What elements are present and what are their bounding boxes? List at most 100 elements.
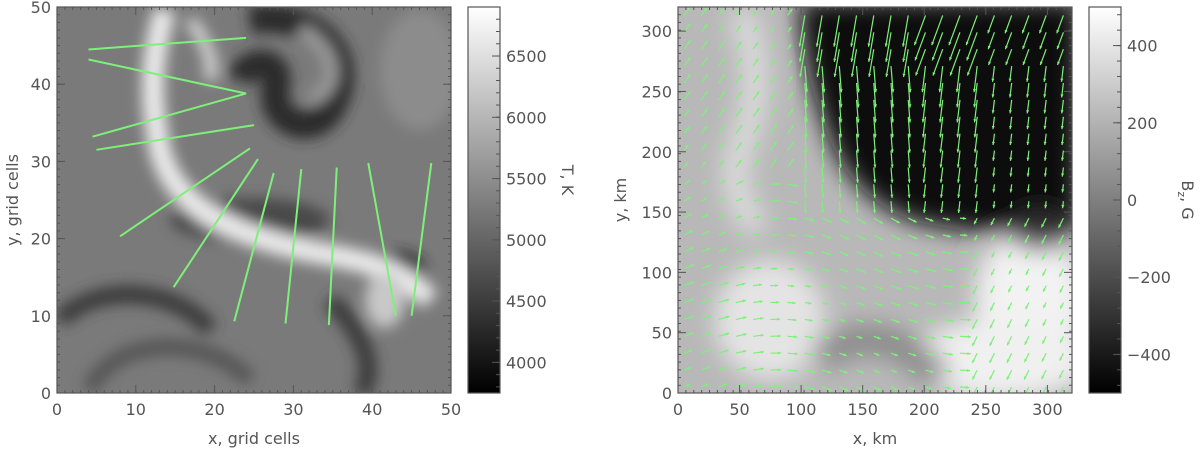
velocity-arrow-head [874, 89, 878, 93]
velocity-arrow-head [690, 315, 694, 319]
velocity-arrow-head [1060, 141, 1064, 146]
velocity-arrow [914, 32, 927, 61]
velocity-arrow-head [972, 342, 976, 347]
velocity-arrow [907, 66, 911, 93]
velocity-arrow-head [690, 247, 694, 251]
velocity-arrow-head [1007, 324, 1011, 328]
velocity-arrow-head [850, 43, 854, 47]
velocity-arrow-head [992, 189, 996, 193]
velocity-arrow-head [992, 204, 996, 209]
velocity-arrow [855, 82, 860, 108]
velocity-arrow [867, 15, 875, 47]
velocity-arrow-head [822, 119, 826, 123]
colorbar-tick-label: 4500 [506, 292, 547, 311]
velocity-arrow-head [760, 316, 764, 321]
velocity-arrow-head [721, 24, 725, 29]
velocity-arrow-head [776, 300, 780, 304]
velocity-arrow-head [1008, 94, 1012, 98]
velocity-arrow [956, 66, 961, 93]
velocity-arrow-head [738, 159, 742, 164]
velocity-arrow-head [1041, 240, 1045, 244]
velocity-arrow-head [723, 248, 728, 252]
velocity-arrow-head [973, 254, 977, 259]
velocity-arrow-head [794, 200, 798, 204]
velocity-arrow-head [938, 119, 942, 123]
velocity-arrow-head [1059, 289, 1063, 293]
velocity-arrow-head [687, 74, 691, 78]
velocity-arrow-head [908, 89, 912, 93]
velocity-arrow [1025, 386, 1030, 393]
velocity-arrow-head [821, 194, 825, 198]
velocity-arrow [974, 116, 978, 138]
velocity-arrow-head [760, 333, 764, 337]
velocity-arrow-head [1009, 204, 1013, 209]
velocity-arrow-head [686, 7, 691, 11]
velocity-arrow-head [1026, 157, 1030, 161]
velocity-arrow-head [912, 353, 917, 357]
velocity-arrow-head [687, 57, 691, 61]
velocity-arrow-head [1043, 304, 1047, 309]
velocity-arrow-head [932, 319, 936, 323]
velocity-arrow-head [839, 149, 843, 153]
velocity-arrow [804, 116, 808, 138]
velocity-arrow-head [775, 216, 779, 220]
velocity-arrow [804, 133, 807, 153]
velocity-arrow [816, 49, 823, 78]
velocity-arrow-head [907, 179, 911, 183]
velocity-arrow-head [879, 237, 884, 241]
velocity-arrow-head [950, 319, 954, 323]
velocity-arrow-head [687, 91, 691, 96]
velocity-arrow-head [703, 143, 707, 148]
colorbar-tick-label: 4000 [506, 353, 547, 372]
velocity-arrow-head [789, 8, 793, 13]
velocity-arrow-head [839, 104, 843, 108]
velocity-arrow-head [1008, 288, 1012, 293]
velocity-arrow-head [897, 236, 901, 240]
velocity-arrow-head [1024, 358, 1028, 363]
x-tick-label: 50 [729, 400, 749, 419]
velocity-arrow-head [873, 149, 877, 153]
velocity-arrow-head [689, 349, 693, 353]
velocity-arrow-head [931, 56, 935, 61]
velocity-arrow-head [1025, 255, 1029, 260]
velocity-arrow-head [907, 194, 911, 198]
velocity-arrow [804, 66, 808, 93]
velocity-arrow-head [1061, 204, 1065, 209]
velocity-arrow-head [987, 29, 991, 34]
velocity-arrow-head [826, 268, 831, 272]
velocity-arrow-head [725, 332, 730, 336]
velocity-arrow-head [891, 89, 895, 93]
velocity-arrow-head [1042, 322, 1046, 327]
velocity-arrow [939, 82, 944, 108]
velocity-arrow-head [890, 149, 894, 153]
colorbar-tick-label: 6500 [506, 47, 547, 66]
velocity-arrow-head [741, 383, 746, 387]
velocity-arrow [838, 99, 842, 123]
velocity-arrow-head [777, 182, 781, 186]
velocity-arrow-head [686, 109, 690, 113]
velocity-arrow-head [1058, 257, 1062, 261]
y-tick-label: 100 [641, 263, 672, 282]
velocity-arrow-head [833, 43, 837, 47]
velocity-arrow-head [770, 27, 774, 31]
x-tick-label: 10 [126, 400, 146, 419]
velocity-arrow-head [972, 376, 976, 380]
velocity-arrow-head [956, 119, 960, 123]
velocity-arrow-head [1043, 78, 1047, 82]
velocity-arrow-head [1007, 393, 1010, 396]
velocity-arrow-head [771, 43, 775, 47]
velocity-arrow [873, 82, 877, 108]
velocity-arrow-head [855, 194, 859, 198]
velocity-arrow-head [708, 315, 712, 319]
velocity-arrow [799, 32, 806, 62]
velocity-arrow [798, 15, 806, 47]
velocity-arrow-head [741, 265, 745, 269]
velocity-arrow-head [1009, 157, 1013, 161]
velocity-arrow-head [821, 134, 825, 138]
temperature-image [57, 7, 451, 393]
left-x-axis-title: x, grid cells [208, 429, 300, 448]
velocity-arrow-head [756, 124, 760, 129]
velocity-arrow-head [771, 9, 775, 14]
x-tick-label: 0 [52, 400, 62, 419]
velocity-arrow-head [922, 149, 926, 153]
